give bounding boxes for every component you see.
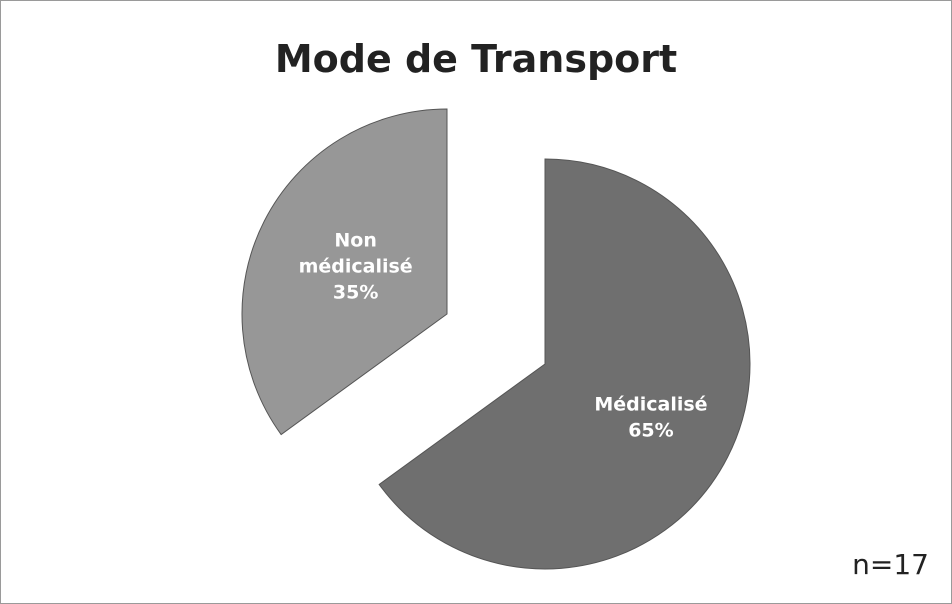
pie-slice: [241, 108, 448, 436]
slice-label: Non médicalisé 35%: [291, 229, 421, 306]
chart-title: Mode de Transport: [274, 37, 678, 81]
category-label: Non médicalisé: [298, 230, 413, 278]
value-label: 65%: [628, 418, 674, 441]
annotation: n=17: [852, 548, 929, 581]
slice-label: Médicalisé 65%: [594, 392, 707, 443]
pie-slice: [378, 158, 751, 570]
value-label: 35%: [332, 281, 379, 304]
category-label: Médicalisé: [594, 393, 708, 416]
